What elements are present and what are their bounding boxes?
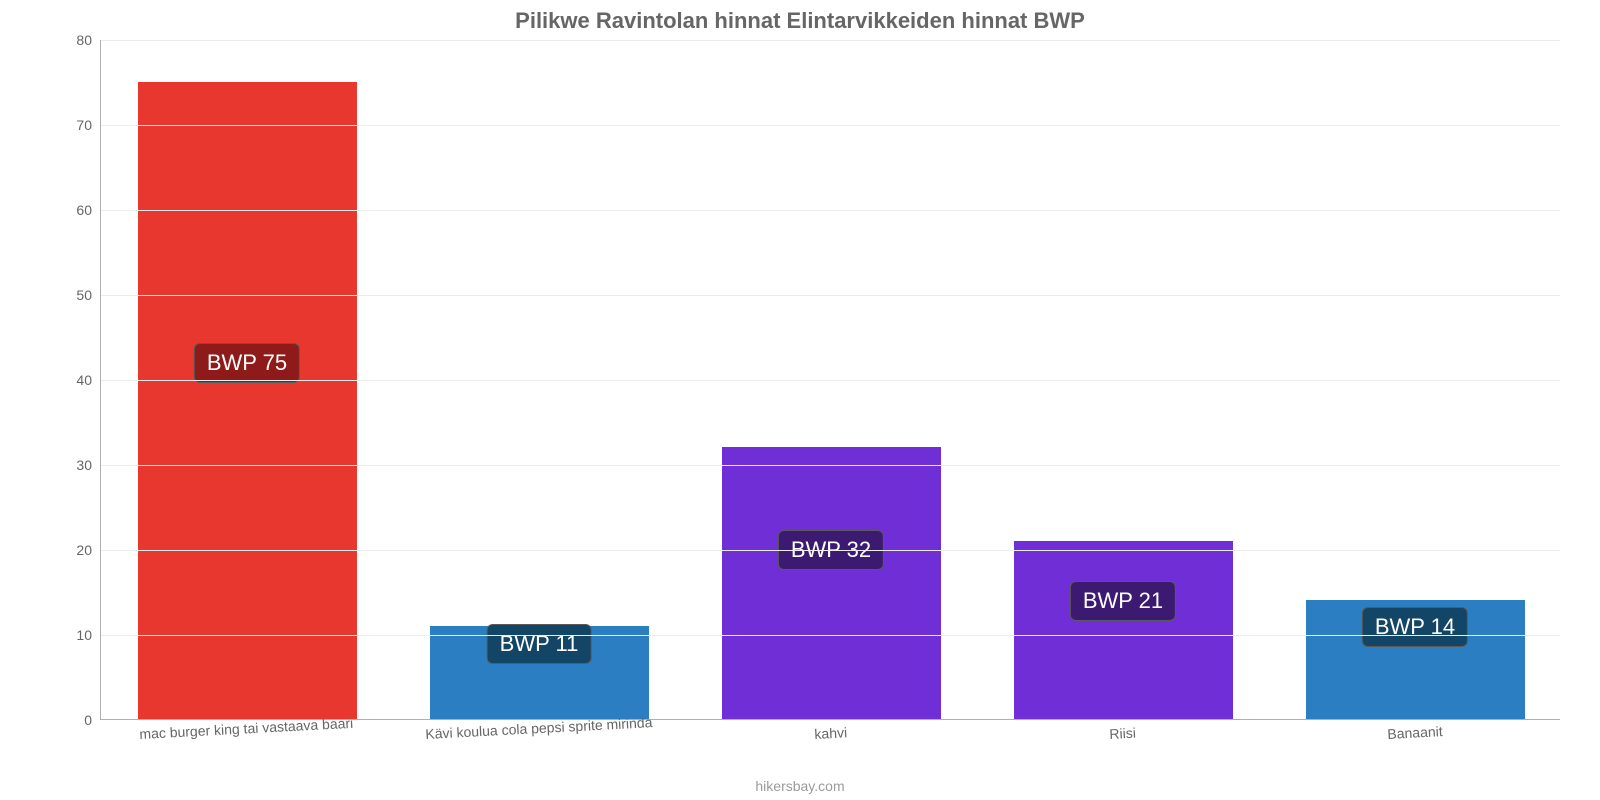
bar bbox=[138, 82, 357, 720]
y-tick-label: 20 bbox=[76, 542, 92, 558]
bar-value-label: BWP 75 bbox=[194, 343, 300, 383]
gridline bbox=[101, 380, 1560, 381]
gridline bbox=[101, 40, 1560, 41]
plot-area: BWP 75BWP 11BWP 32BWP 21BWP 14 bbox=[100, 40, 1560, 720]
x-tick-label: Riisi bbox=[1109, 725, 1136, 742]
bar bbox=[1014, 541, 1233, 720]
attribution-text: hikersbay.com bbox=[0, 778, 1600, 794]
bar-value-label: BWP 21 bbox=[1070, 581, 1176, 621]
bar-value-label: BWP 14 bbox=[1362, 607, 1468, 647]
gridline bbox=[101, 550, 1560, 551]
y-tick-label: 10 bbox=[76, 627, 92, 643]
gridline bbox=[101, 295, 1560, 296]
price-bar-chart: Pilikwe Ravintolan hinnat Elintarvikkeid… bbox=[0, 0, 1600, 800]
gridline bbox=[101, 210, 1560, 211]
y-tick-label: 40 bbox=[76, 372, 92, 388]
x-tick-label: kahvi bbox=[814, 724, 847, 742]
y-tick-label: 80 bbox=[76, 32, 92, 48]
bar-value-label: BWP 11 bbox=[487, 624, 592, 664]
y-tick-label: 70 bbox=[76, 117, 92, 133]
y-tick-label: 50 bbox=[76, 287, 92, 303]
chart-title: Pilikwe Ravintolan hinnat Elintarvikkeid… bbox=[0, 8, 1600, 34]
x-tick-label: Banaanit bbox=[1387, 723, 1443, 742]
y-tick-label: 60 bbox=[76, 202, 92, 218]
gridline bbox=[101, 465, 1560, 466]
y-tick-label: 0 bbox=[84, 712, 92, 728]
gridline bbox=[101, 635, 1560, 636]
gridline bbox=[101, 125, 1560, 126]
y-tick-label: 30 bbox=[76, 457, 92, 473]
bar bbox=[722, 447, 941, 719]
